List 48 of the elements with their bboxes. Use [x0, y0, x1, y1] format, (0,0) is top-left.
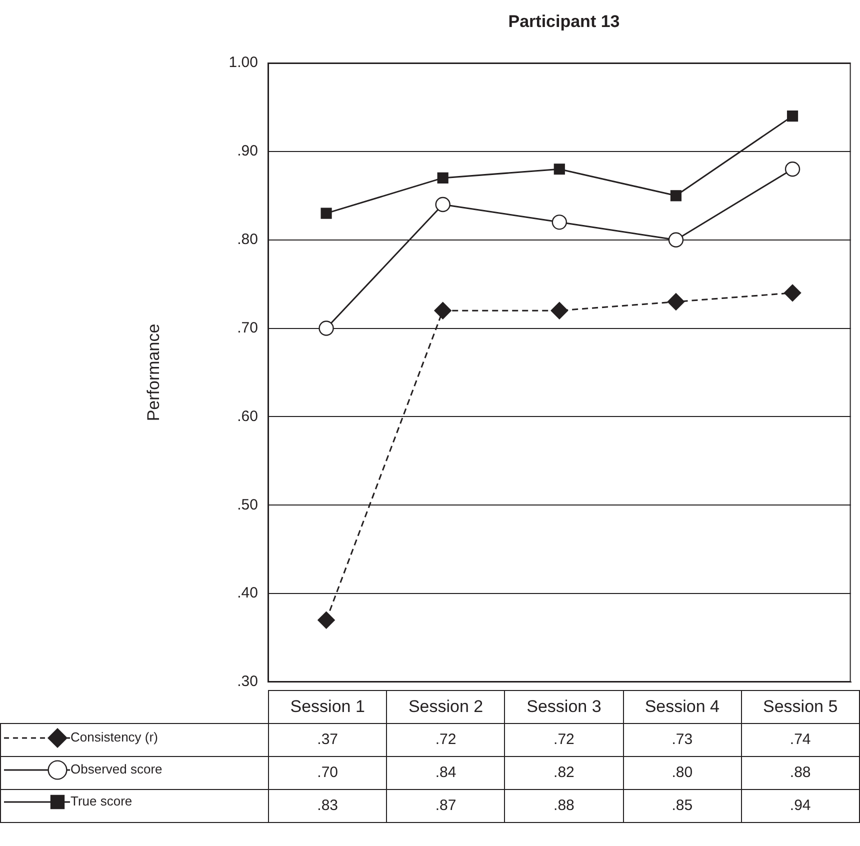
x-tick-label: Session 4 [623, 690, 742, 723]
data-label: .73 [623, 723, 742, 756]
data-label: .83 [268, 789, 387, 822]
point [435, 196, 450, 212]
point [668, 232, 684, 248]
y-tick-label: 1.00 [228, 54, 258, 72]
point [318, 320, 334, 336]
data-label: .72 [386, 723, 505, 756]
y-tick-label: .30 [237, 673, 258, 690]
y-axis-title: Performance [144, 324, 163, 422]
data-label: .88 [504, 789, 624, 822]
point [554, 164, 565, 175]
y-tick-label: .60 [237, 408, 258, 425]
data-label: .74 [741, 723, 860, 756]
legend-label: Consistency (r) [70, 730, 158, 745]
chart-title: Participant 13 [507, 11, 621, 33]
point [437, 172, 448, 184]
point [320, 208, 332, 219]
x-tick-label: Session 3 [504, 690, 624, 723]
data-label: .70 [268, 756, 387, 789]
x-tick-label: Session 5 [741, 690, 860, 723]
legend-label: True score [70, 794, 132, 809]
y-tick-label: .80 [237, 231, 258, 248]
point [552, 214, 567, 230]
data-label: .37 [268, 723, 387, 756]
data-label: .94 [741, 789, 860, 822]
point [667, 293, 685, 310]
point [786, 110, 798, 122]
data-label: .82 [504, 756, 624, 789]
data-label: .88 [741, 756, 860, 789]
x-tick-label: Session 2 [386, 690, 505, 723]
point [434, 302, 452, 320]
point [670, 190, 682, 202]
y-tick-label: .50 [237, 496, 258, 514]
y-tick-label: .70 [237, 319, 258, 336]
y-tick-label: .40 [237, 584, 258, 602]
data-label: .85 [623, 789, 742, 822]
point [550, 302, 568, 320]
point [784, 162, 800, 177]
data-label: .80 [623, 756, 742, 789]
data-label: .87 [386, 789, 505, 822]
x-tick-label: Session 1 [268, 690, 387, 723]
point [318, 612, 335, 629]
y-tick-label: .90 [237, 142, 258, 160]
legend-label: Observed score [70, 762, 162, 777]
point [784, 284, 802, 302]
data-label: .84 [386, 756, 505, 789]
data-label: .72 [504, 723, 624, 756]
